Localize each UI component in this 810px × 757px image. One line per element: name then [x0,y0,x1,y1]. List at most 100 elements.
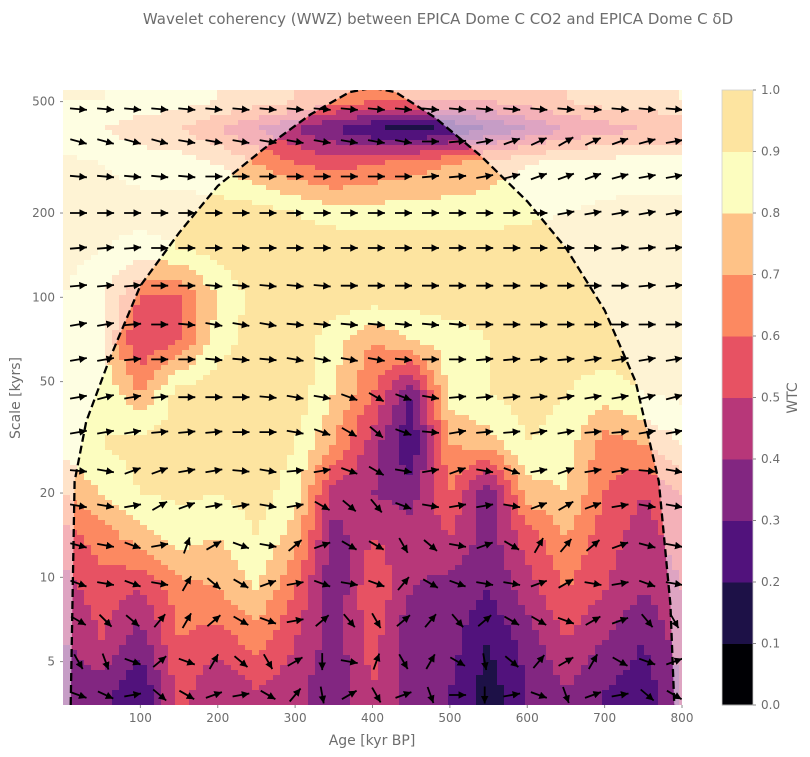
heatmap-cell [168,265,176,271]
heatmap-cell [126,410,134,416]
heatmap-cell [168,290,176,296]
heatmap-cell [140,440,148,446]
heatmap-cell [112,685,120,691]
heatmap-cell [308,315,316,321]
heatmap-cell [238,560,246,566]
heatmap-cell [133,670,141,676]
heatmap-cell [119,420,127,426]
heatmap-cell [322,460,330,466]
heatmap-cell [329,475,337,481]
heatmap-cell [273,635,281,641]
heatmap-cell [280,275,288,281]
heatmap-cell [98,610,106,616]
heatmap-cell [294,225,302,231]
heatmap-cell [336,160,344,166]
heatmap-cell [224,625,232,631]
heatmap-cell [329,480,337,486]
heatmap-cell [203,615,211,621]
heatmap-cell [168,470,176,476]
heatmap-cell [266,600,274,606]
heatmap-cell [224,490,232,496]
heatmap-cell [119,550,127,556]
heatmap-cell [343,390,351,396]
heatmap-cell [231,570,239,576]
heatmap-cell [91,500,99,506]
heatmap-cell [147,560,155,566]
heatmap-cell [224,530,232,536]
heatmap-cell [245,655,253,661]
heatmap-cell [315,675,323,681]
heatmap-cell [140,335,148,341]
heatmap-cell [77,555,85,561]
heatmap-cell [84,580,92,586]
heatmap-cell [266,650,274,656]
heatmap-cell [175,605,183,611]
heatmap-cell [252,635,260,641]
heatmap-cell [77,550,85,556]
heatmap-cell [112,550,120,556]
heatmap-cell [245,700,253,705]
heatmap-cell [217,345,225,351]
heatmap-cell [77,680,85,686]
heatmap-cell [196,300,204,306]
heatmap-cell [91,530,99,536]
heatmap-cell [210,230,218,236]
heatmap-cell [273,515,281,521]
heatmap-cell [217,335,225,341]
heatmap-cell [161,365,169,371]
heatmap-cell [322,440,330,446]
heatmap-cell [259,200,267,206]
heatmap-cell [196,495,204,501]
heatmap-cell [273,320,281,326]
heatmap-cell [189,240,197,246]
heatmap-cell [231,620,239,626]
heatmap-cell [175,330,183,336]
heatmap-cell [70,535,78,541]
heatmap-cell [287,695,295,701]
heatmap-cell [189,290,197,296]
heatmap-cell [301,590,309,596]
heatmap-cell [196,515,204,521]
heatmap-cell [70,640,78,646]
heatmap-cell [133,345,141,351]
heatmap-cell [273,375,281,381]
heatmap-cell [315,505,323,511]
heatmap-cell [259,615,267,621]
heatmap-cell [280,295,288,301]
heatmap-cell [301,255,309,261]
heatmap-cell [301,465,309,471]
heatmap-cell [343,380,351,386]
heatmap-cell [210,190,218,196]
heatmap-cell [112,570,120,576]
heatmap-cell [175,365,183,371]
heatmap-cell [119,345,127,351]
heatmap-cell [301,640,309,646]
heatmap-cell [203,420,211,426]
heatmap-cell [217,655,225,661]
heatmap-cell [91,695,99,701]
heatmap-cell [147,565,155,571]
heatmap-cell [168,515,176,521]
heatmap-cell [238,235,246,241]
heatmap-cell [140,415,148,421]
heatmap-cell [161,550,169,556]
heatmap-cell [308,410,316,416]
heatmap-cell [329,290,337,296]
heatmap-cell [84,620,92,626]
heatmap-cell [154,405,162,411]
heatmap-cell [231,400,239,406]
heatmap-cell [224,350,232,356]
heatmap-cell [301,385,309,391]
heatmap-cell [175,295,183,301]
heatmap-cell [245,180,253,186]
heatmap-cell [154,295,162,301]
heatmap-cell [301,595,309,601]
heatmap-cell [210,465,218,471]
heatmap-cell [98,485,106,491]
heatmap-cell [112,670,120,676]
heatmap-cell [245,305,253,311]
heatmap-cell [329,195,337,201]
heatmap-cell [154,355,162,361]
heatmap-cell [238,655,246,661]
heatmap-cell [231,435,239,441]
